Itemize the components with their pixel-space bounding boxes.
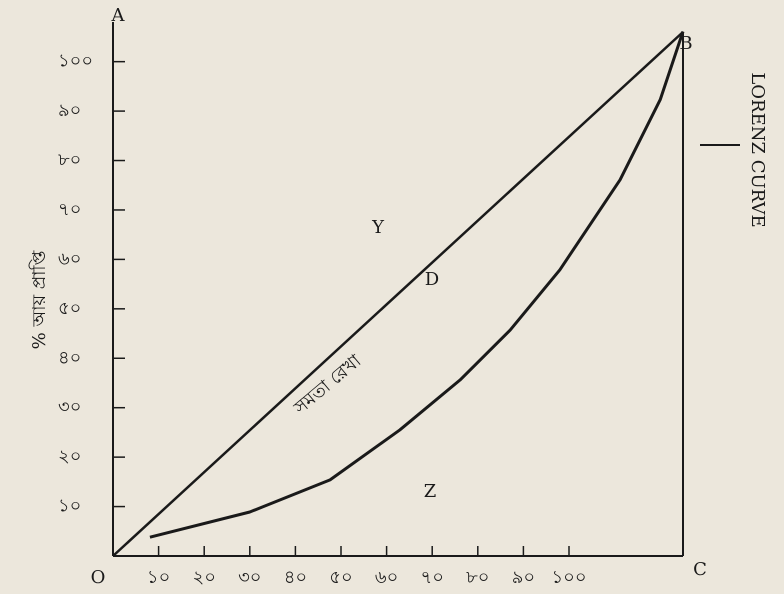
- annotation: O: [91, 567, 106, 588]
- x-tick-label: ১০: [147, 567, 170, 588]
- y-tick-label: ৬০: [58, 248, 81, 269]
- annotation: Z: [424, 481, 437, 502]
- x-tick-label: ৪০: [284, 567, 307, 588]
- y-tick-label: ৪০: [58, 347, 81, 368]
- annotation: D: [425, 269, 439, 290]
- y-axis-label: % আয় প্রাপ্তি: [29, 249, 50, 349]
- paper: [0, 0, 784, 594]
- annotation: A: [111, 5, 126, 26]
- x-tick-label: ১০০: [551, 567, 586, 588]
- annotation: C: [693, 559, 707, 580]
- x-tick-label: ৮০: [466, 567, 489, 588]
- annotation: Y: [371, 217, 385, 238]
- y-tick-label: ১০: [58, 496, 81, 517]
- x-tick-label: ৯০: [512, 567, 535, 588]
- x-tick-label: ৩০: [238, 567, 261, 588]
- x-tick-label: ৬০: [375, 567, 398, 588]
- x-tick-label: ২০: [192, 567, 215, 588]
- x-tick-label: ৫০: [329, 567, 352, 588]
- annotation: B: [679, 33, 692, 54]
- y-tick-label: ৩০: [58, 397, 81, 418]
- y-tick-label: ১০০: [58, 51, 93, 72]
- y-tick-label: ৮০: [58, 150, 81, 171]
- annotation: LORENZ CURVE: [747, 72, 768, 227]
- y-tick-label: ২০: [58, 446, 81, 467]
- y-tick-label: ৯০: [58, 100, 81, 121]
- y-tick-label: ৫০: [58, 298, 81, 319]
- chart: ১০ ২০ ৩০ ৪০ ৫০ ৬০ ৭০ ৮০ ৯০ ১০০ ১০ ২০ ৩০ ৪০ ৫০ ৬০ ৭০ ৮০ ৯০ ১…: [0, 0, 784, 594]
- y-tick-label: ৭০: [58, 199, 81, 220]
- x-tick-label: ৭০: [420, 567, 443, 588]
